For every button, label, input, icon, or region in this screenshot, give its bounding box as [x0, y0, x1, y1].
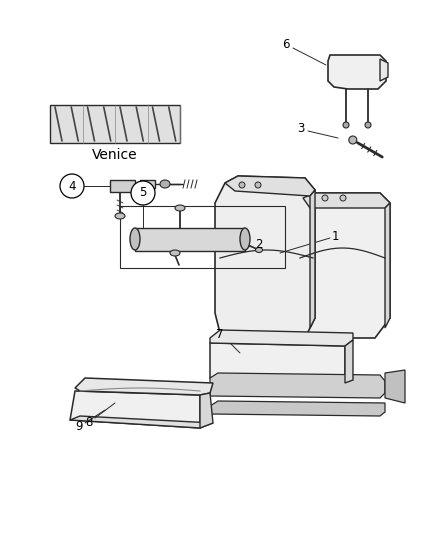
- Polygon shape: [385, 203, 390, 328]
- Polygon shape: [380, 59, 388, 81]
- Polygon shape: [200, 393, 213, 428]
- Polygon shape: [110, 180, 140, 192]
- Circle shape: [131, 181, 155, 205]
- Text: Venice: Venice: [92, 148, 138, 162]
- Polygon shape: [210, 343, 345, 383]
- Text: 3: 3: [297, 123, 305, 135]
- Polygon shape: [210, 401, 385, 416]
- Polygon shape: [140, 180, 155, 188]
- Text: 2: 2: [255, 238, 263, 252]
- Polygon shape: [345, 340, 353, 383]
- Text: 7: 7: [216, 328, 224, 342]
- Text: 1: 1: [331, 230, 339, 243]
- Polygon shape: [328, 55, 386, 89]
- Bar: [120, 206, 285, 268]
- Ellipse shape: [170, 250, 180, 256]
- Ellipse shape: [255, 247, 262, 253]
- Circle shape: [340, 195, 346, 201]
- Text: 8: 8: [85, 416, 93, 429]
- Polygon shape: [70, 391, 200, 428]
- Polygon shape: [310, 190, 315, 328]
- Ellipse shape: [160, 180, 170, 188]
- Circle shape: [343, 122, 349, 128]
- Polygon shape: [135, 228, 245, 251]
- Polygon shape: [225, 176, 315, 196]
- Text: 9: 9: [75, 421, 83, 433]
- Polygon shape: [75, 378, 213, 395]
- Polygon shape: [70, 416, 213, 428]
- Polygon shape: [295, 193, 390, 338]
- Ellipse shape: [240, 228, 250, 250]
- Circle shape: [255, 182, 261, 188]
- Circle shape: [322, 195, 328, 201]
- Circle shape: [349, 136, 357, 144]
- Polygon shape: [210, 330, 353, 346]
- Ellipse shape: [175, 205, 185, 211]
- Polygon shape: [210, 373, 385, 398]
- Circle shape: [60, 174, 84, 198]
- Text: 6: 6: [282, 38, 290, 52]
- Polygon shape: [385, 370, 405, 403]
- Circle shape: [239, 182, 245, 188]
- Polygon shape: [215, 176, 315, 338]
- Bar: [50, 105, 180, 143]
- Text: 5: 5: [139, 187, 147, 199]
- Polygon shape: [303, 193, 390, 208]
- Text: 4: 4: [68, 180, 76, 192]
- Ellipse shape: [115, 213, 125, 219]
- Circle shape: [365, 122, 371, 128]
- Ellipse shape: [130, 228, 140, 250]
